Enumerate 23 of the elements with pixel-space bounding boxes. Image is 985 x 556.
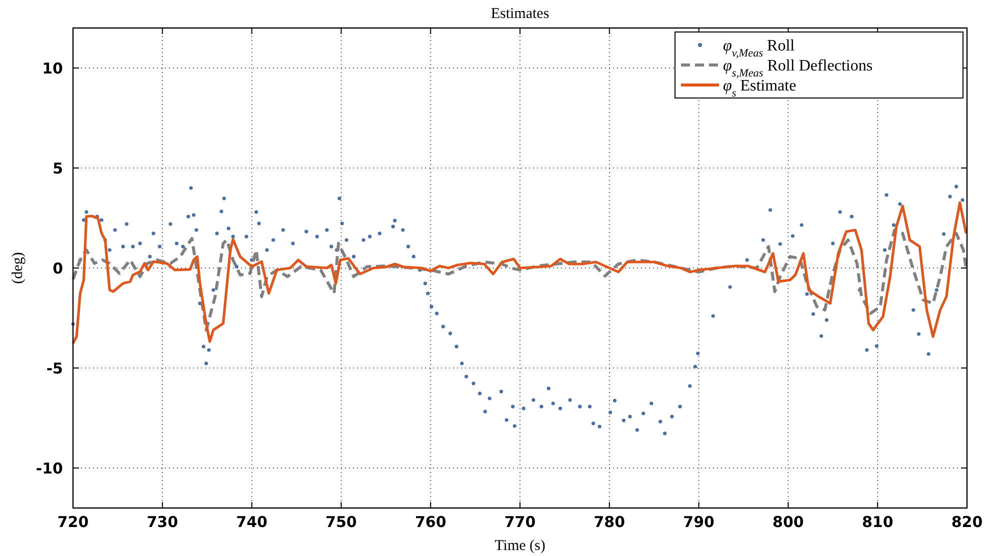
x-tick-label: 780 <box>594 513 626 531</box>
x-tick-label: 760 <box>414 513 446 531</box>
x-axis-title: Time (s) <box>494 538 546 554</box>
x-tick-label: 800 <box>772 513 804 531</box>
y-tick-label: 0 <box>52 259 63 278</box>
y-tick-label: -10 <box>36 459 63 478</box>
x-tick-label: 750 <box>326 513 357 531</box>
x-tick-label: 790 <box>683 513 714 531</box>
y-tick-label: 5 <box>52 159 63 178</box>
x-tick-label: 720 <box>57 513 89 531</box>
legend-label: φ$_{s,Meas}$ Roll Deflections <box>723 58 873 80</box>
legend-label: φ$_{v,Meas}$ Roll <box>723 38 796 60</box>
x-tick-label: 820 <box>951 513 983 531</box>
x-tick-label: 810 <box>862 513 894 531</box>
y-tick-label: 10 <box>42 59 63 78</box>
y-axis-title: (deg) <box>10 252 26 284</box>
chart-title: Estimates <box>490 6 550 22</box>
x-tick-label: 770 <box>504 513 536 531</box>
y-tick-label: -5 <box>46 359 63 378</box>
x-tick-label: 740 <box>236 513 268 531</box>
x-tick-label: 730 <box>146 513 178 531</box>
legend-label: φ$_{s}$ Estimate <box>723 78 796 100</box>
line-series <box>72 228 968 332</box>
